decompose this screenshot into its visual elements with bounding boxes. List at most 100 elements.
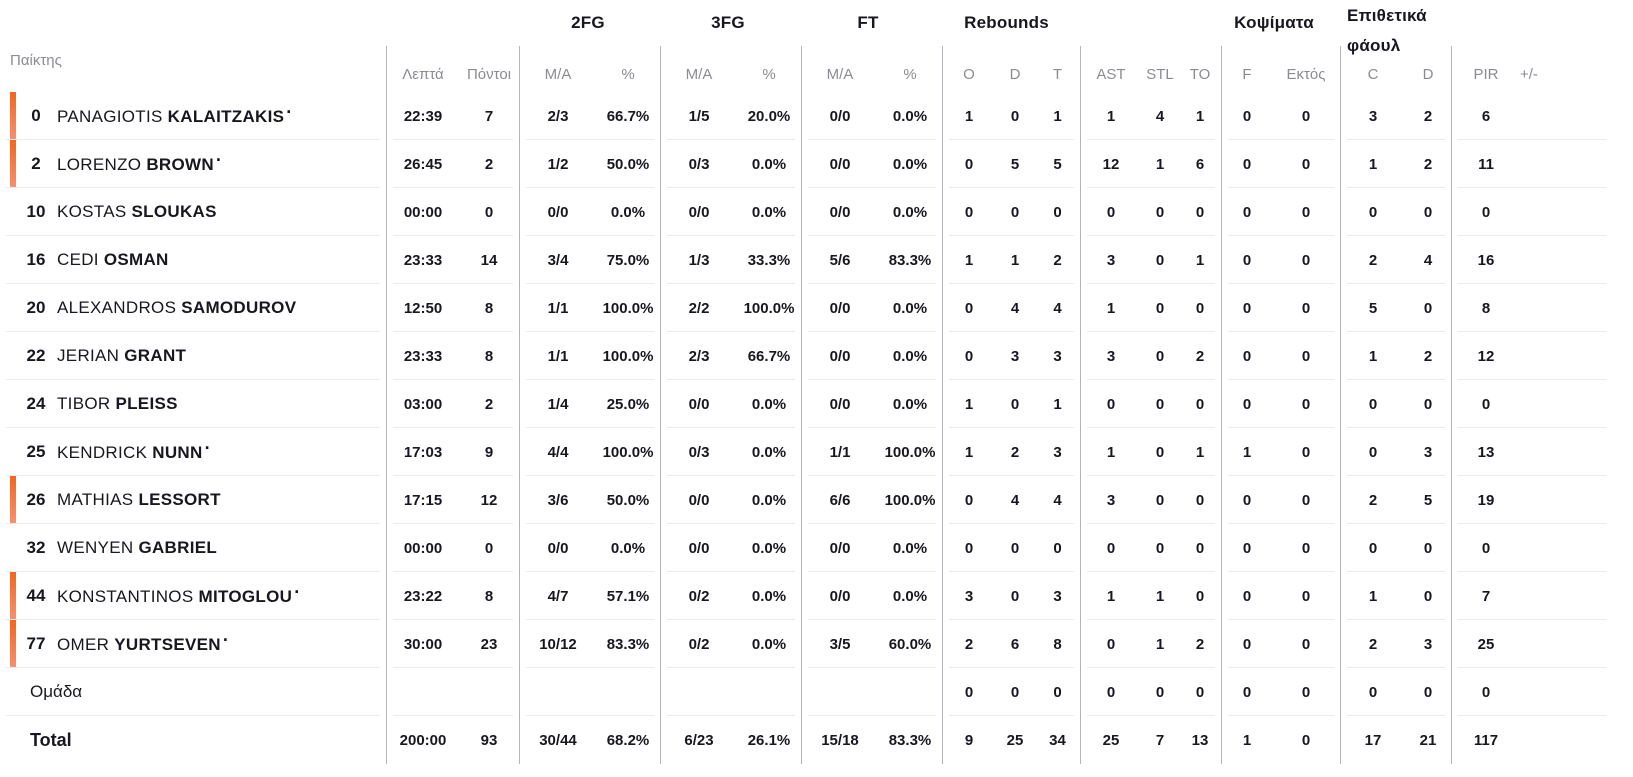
column-group-fg3: 1/5 20.0% bbox=[660, 92, 801, 140]
stat-pts: 0 bbox=[484, 539, 494, 557]
column-group-rebounds: 0 5 5 bbox=[942, 140, 1080, 188]
stat-reb_t: 1 bbox=[1053, 395, 1062, 413]
column-group-pir: 117 bbox=[1451, 716, 1612, 764]
stat-to: 0 bbox=[1195, 587, 1205, 605]
column-group-pir: 16 bbox=[1451, 236, 1612, 284]
column-group-plays: 1 4 1 bbox=[1080, 92, 1221, 140]
stat-pts: 8 bbox=[484, 347, 494, 365]
stat-fg3_ma: 0/2 bbox=[688, 635, 710, 653]
stat-reb_d: 0 bbox=[1010, 203, 1020, 221]
column-group-fg3: 0/0 0.0% bbox=[660, 524, 801, 572]
player-last-name: SLOUKAS bbox=[131, 202, 217, 221]
player-name[interactable]: KENDRICK NUNN · bbox=[57, 438, 211, 463]
column-group-minpts bbox=[386, 668, 519, 716]
stat-ft_pct: 60.0% bbox=[888, 635, 932, 653]
stat-fg3_pct: 26.1% bbox=[747, 731, 791, 749]
player-name[interactable]: PANAGIOTIS KALAITZAKIS · bbox=[57, 102, 293, 127]
stat-fg3_pct: 0.0% bbox=[751, 491, 787, 509]
column-group-fg2: M/A% bbox=[519, 46, 660, 92]
jersey-number: 22 bbox=[26, 346, 46, 365]
player-name[interactable]: JERIAN GRANT bbox=[57, 346, 186, 366]
player-name[interactable]: KONSTANTINOS MITOGLOU · bbox=[57, 582, 301, 607]
row-label: Total bbox=[30, 729, 72, 750]
stat-foul_c: 0 bbox=[1368, 683, 1378, 701]
column-header-to: TO bbox=[1189, 66, 1211, 83]
stat-pir: 25 bbox=[1477, 635, 1495, 653]
stat-blk_f: 0 bbox=[1242, 347, 1252, 365]
player-name[interactable]: ALEXANDROS SAMODUROV bbox=[57, 298, 296, 318]
stat-reb_d: 0 bbox=[1010, 587, 1020, 605]
on-court-indicator bbox=[10, 620, 16, 668]
stat-stl: 0 bbox=[1155, 299, 1165, 317]
stat-plus_minus bbox=[1520, 92, 1612, 140]
stat-reb_o: 1 bbox=[964, 107, 974, 125]
stat-reb_t: 1 bbox=[1053, 107, 1062, 125]
column-group-minpts: 23:33 8 bbox=[386, 332, 519, 380]
player-row: 22 JERIAN GRANT 23:33 8 1/1 100.0% 2/3 66.7% 0/0… bbox=[0, 332, 1633, 380]
team-row: Ομάδα 0 0 0 0 0 0 0 0 0 0 0 bbox=[0, 668, 1633, 716]
stat-reb_t: 3 bbox=[1053, 347, 1062, 365]
player-name[interactable]: KOSTAS SLOUKAS bbox=[57, 202, 217, 222]
player-name[interactable]: MATHIAS LESSORT bbox=[57, 490, 221, 510]
stat-min: 17:03 bbox=[403, 443, 443, 461]
stat-reb_t: 0 bbox=[1053, 539, 1062, 557]
player-name[interactable]: TIBOR PLEISS bbox=[57, 394, 178, 414]
stat-reb_t: 8 bbox=[1053, 635, 1062, 653]
player-row: 16 CEDI OSMAN 23:33 14 3/4 75.0% 1/3 33.3% 5/6 83… bbox=[0, 236, 1633, 284]
player-name[interactable]: CEDI OSMAN bbox=[57, 250, 169, 270]
player-name[interactable]: WENYEN GABRIEL bbox=[57, 538, 217, 558]
stat-stl: 1 bbox=[1155, 635, 1165, 653]
stat-fg2_ma: 4/7 bbox=[547, 587, 569, 605]
column-group-ft: 0/0 0.0% bbox=[801, 140, 942, 188]
column-group-ft: 1/1 100.0% bbox=[801, 428, 942, 476]
stat-stl: 0 bbox=[1155, 683, 1165, 701]
column-group-plays: 0 0 0 bbox=[1080, 524, 1221, 572]
stat-pir: 0 bbox=[1481, 683, 1491, 701]
column-group-rebounds: 1 0 1 bbox=[942, 380, 1080, 428]
player-name[interactable]: OMER YURTSEVEN · bbox=[57, 630, 229, 655]
stat-foul_d: 4 bbox=[1423, 251, 1433, 269]
stat-foul_c: 0 bbox=[1368, 539, 1378, 557]
player-first-name: KENDRICK bbox=[57, 442, 153, 462]
stat-reb_t: 0 bbox=[1053, 683, 1062, 701]
stat-blk_f: 1 bbox=[1242, 443, 1252, 461]
player-name[interactable]: LORENZO BROWN · bbox=[57, 150, 222, 175]
stat-ast: 0 bbox=[1106, 395, 1116, 413]
column-group-fg3: 0/3 0.0% bbox=[660, 140, 801, 188]
stat-fg2_ma: 3/4 bbox=[547, 251, 569, 269]
stat-pir: 117 bbox=[1473, 731, 1499, 749]
stat-reb_o: 0 bbox=[964, 203, 974, 221]
stat-ft_pct: 0.0% bbox=[892, 155, 928, 173]
player-cell: 16 CEDI OSMAN bbox=[0, 236, 386, 284]
player-column-header: Παίκτης bbox=[10, 52, 62, 69]
column-header-min: Λεπτά bbox=[402, 66, 444, 83]
column-header-stl: STL bbox=[1146, 66, 1174, 83]
stat-foul_c: 0 bbox=[1368, 395, 1378, 413]
column-header-pir: PIR bbox=[1473, 66, 1499, 83]
stat-reb_t: 3 bbox=[1053, 443, 1062, 461]
column-group-off-fouls: 17 21 bbox=[1340, 716, 1451, 764]
stat-plus_minus bbox=[1520, 428, 1612, 476]
player-last-name: NUNN bbox=[152, 442, 203, 462]
stat-pir: 0 bbox=[1481, 395, 1491, 413]
stat-ast: 1 bbox=[1106, 299, 1116, 317]
stat-reb_o: 0 bbox=[964, 491, 974, 509]
stat-fg3_ma: 0/2 bbox=[688, 587, 710, 605]
column-group-ft bbox=[801, 668, 942, 716]
stat-ft_pct: 0.0% bbox=[892, 107, 928, 125]
stat-fg2_ma: 1/4 bbox=[547, 395, 569, 413]
stat-pts: 93 bbox=[480, 731, 498, 749]
stat-ft_pct: 83.3% bbox=[888, 251, 932, 269]
stat-min: 12:50 bbox=[403, 299, 443, 317]
stat-ft_ma: 6/6 bbox=[829, 491, 851, 509]
stat-ast: 1 bbox=[1106, 443, 1116, 461]
stat-plus_minus bbox=[1520, 476, 1612, 524]
column-group-ft: 0/0 0.0% bbox=[801, 284, 942, 332]
stat-stl: 7 bbox=[1155, 731, 1165, 749]
stat-to: 0 bbox=[1195, 299, 1205, 317]
stat-min: 00:00 bbox=[403, 539, 443, 557]
column-group-minpts: 23:22 8 bbox=[386, 572, 519, 620]
stat-foul_d: 21 bbox=[1419, 731, 1437, 749]
